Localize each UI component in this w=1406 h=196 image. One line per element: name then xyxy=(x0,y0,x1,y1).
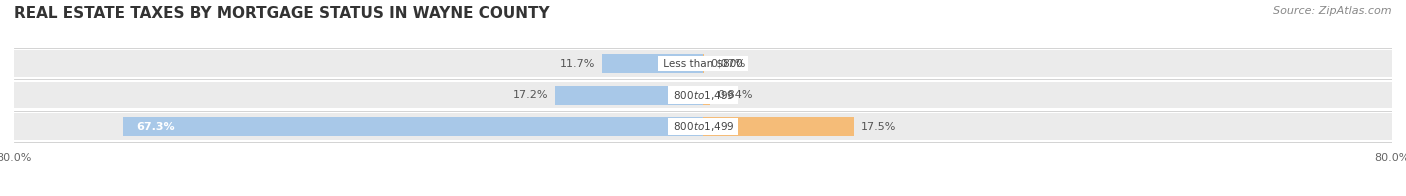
Bar xyxy=(703,86,710,104)
Text: $800 to $1,499: $800 to $1,499 xyxy=(671,120,735,133)
Text: $800 to $1,499: $800 to $1,499 xyxy=(671,89,735,102)
Text: Source: ZipAtlas.com: Source: ZipAtlas.com xyxy=(1274,6,1392,16)
Bar xyxy=(124,117,703,136)
Text: Less than $800: Less than $800 xyxy=(659,59,747,69)
Bar xyxy=(14,50,1392,77)
Bar xyxy=(14,82,1392,108)
Bar xyxy=(703,117,853,136)
Text: 11.7%: 11.7% xyxy=(560,59,595,69)
Text: 17.2%: 17.2% xyxy=(513,90,548,100)
Text: 0.07%: 0.07% xyxy=(710,59,745,69)
Text: 67.3%: 67.3% xyxy=(136,122,174,132)
Text: REAL ESTATE TAXES BY MORTGAGE STATUS IN WAYNE COUNTY: REAL ESTATE TAXES BY MORTGAGE STATUS IN … xyxy=(14,6,550,21)
Bar xyxy=(602,54,703,73)
Text: 0.84%: 0.84% xyxy=(717,90,752,100)
Bar xyxy=(14,113,1392,140)
Text: 17.5%: 17.5% xyxy=(860,122,896,132)
Bar xyxy=(555,86,703,104)
